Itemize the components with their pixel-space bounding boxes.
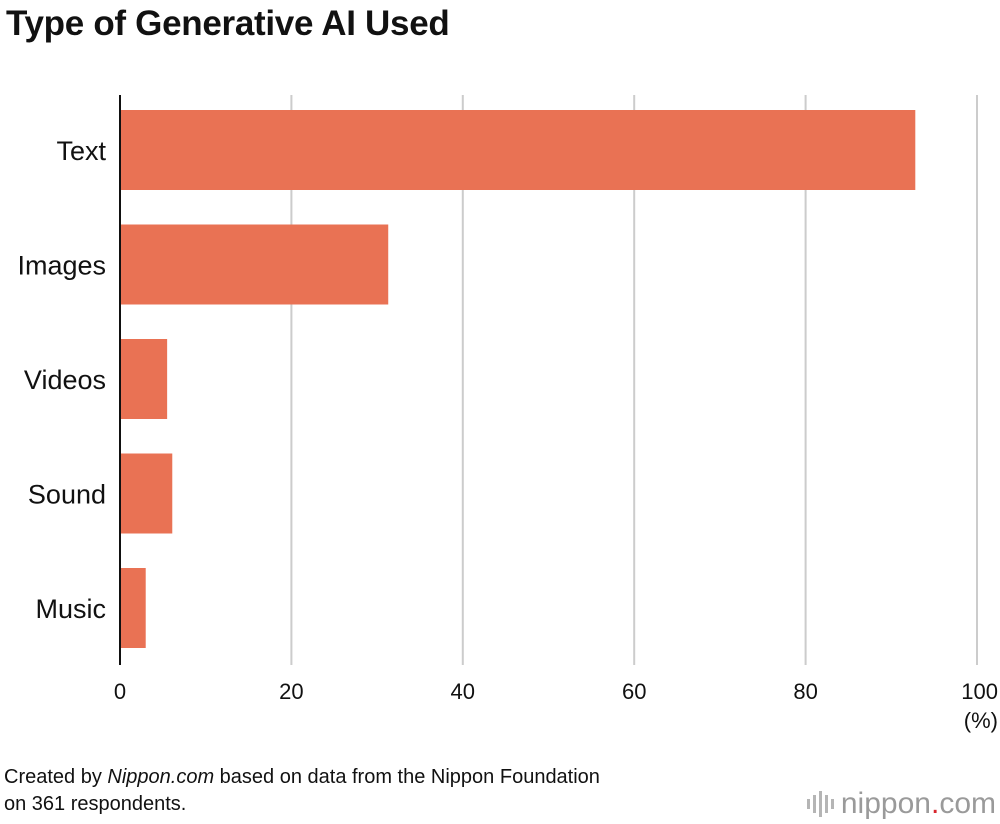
logo-bars-icon [806, 791, 834, 817]
logo-dot: . [930, 787, 940, 820]
tick-label-60: 60 [622, 679, 646, 704]
bar-images [120, 224, 389, 305]
tick-label-40: 40 [451, 679, 475, 704]
bar-videos [120, 339, 168, 419]
tick-labels: 0 20 40 60 80 100 [114, 679, 998, 704]
category-labels: Text Images Videos Sound Music [17, 136, 106, 624]
source-rest: based on data from the Nippon Foundation [214, 766, 600, 788]
bar-music [120, 568, 146, 648]
tick-label-0: 0 [114, 679, 126, 704]
bar-sound [120, 453, 173, 534]
logo-tld: com [939, 787, 996, 820]
tick-label-100: 100 [961, 679, 998, 704]
logo-word: nippon [840, 787, 931, 820]
category-label-sound: Sound [28, 480, 106, 510]
source-prefix: Created by [4, 766, 108, 788]
chart-title: Type of Generative AI Used [6, 4, 450, 43]
source-line2: on 361 respondents. [4, 793, 187, 815]
source-site: Nippon.com [107, 766, 215, 788]
bar-text [120, 110, 916, 190]
category-label-music: Music [35, 594, 106, 624]
x-axis-unit: (%) [963, 708, 998, 733]
nippon-logo: nippon. com [806, 787, 996, 821]
category-label-videos: Videos [24, 365, 106, 395]
tick-label-80: 80 [793, 679, 817, 704]
category-label-images: Images [17, 251, 106, 281]
logo-wordmark: nippon. com [841, 787, 996, 821]
source-note: Created by Nippon.com based on data from… [4, 764, 600, 818]
bars [120, 110, 916, 648]
tick-label-20: 20 [279, 679, 303, 704]
category-label-text: Text [56, 136, 106, 166]
